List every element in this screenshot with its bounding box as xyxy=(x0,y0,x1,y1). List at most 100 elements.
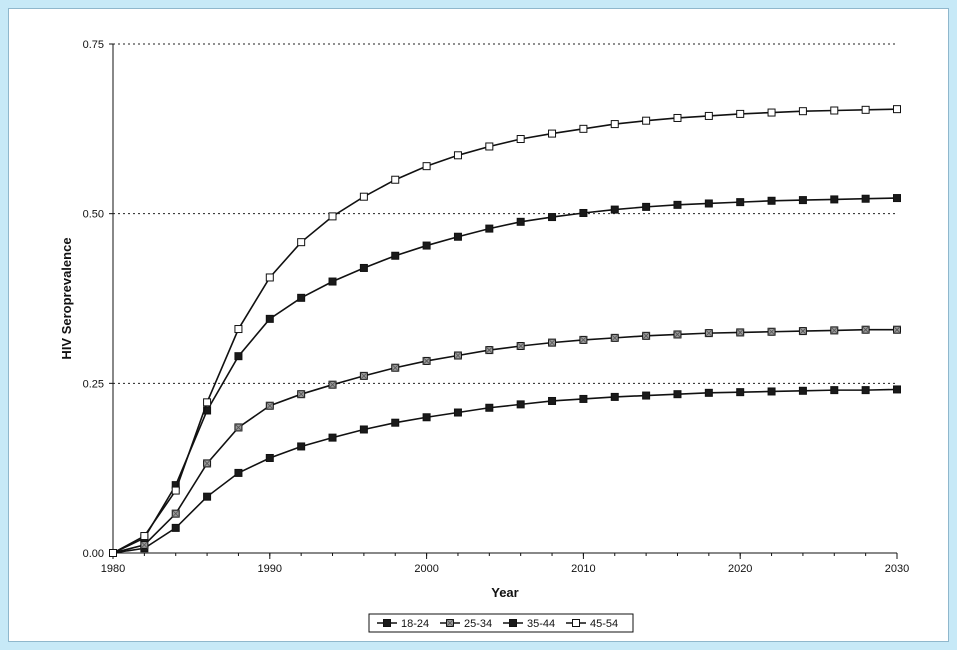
data-point-45-54 xyxy=(297,238,306,247)
series-lines xyxy=(109,105,901,557)
series-25-34 xyxy=(109,325,901,557)
data-point-45-54 xyxy=(673,113,682,122)
data-point-25-34-hatch xyxy=(548,338,556,347)
data-point-45-54 xyxy=(453,151,462,160)
data-point-18-24 xyxy=(704,388,713,397)
data-point-25-34-hatch xyxy=(673,330,682,339)
legend-label: 18-24 xyxy=(401,618,429,630)
data-point-25-34-hatch xyxy=(830,326,839,335)
data-point-25-34-hatch xyxy=(328,380,337,389)
data-point-25-34-hatch xyxy=(422,357,431,365)
y-tick-label: 0.50 xyxy=(83,209,104,221)
data-point-45-54 xyxy=(140,532,149,541)
data-point-25-34-hatch xyxy=(297,390,305,398)
series-line-45-54 xyxy=(112,108,898,554)
legend-item-35-44: 35-44 xyxy=(503,618,555,630)
data-point-35-44 xyxy=(673,200,682,209)
legend-label: 35-44 xyxy=(527,618,555,630)
data-point-25-34-hatch xyxy=(485,346,494,354)
series-18-24 xyxy=(109,385,901,557)
data-point-35-44 xyxy=(453,232,462,241)
data-point-25-34-hatch xyxy=(266,401,274,410)
data-point-18-24 xyxy=(297,442,306,451)
data-point-25-34-hatch xyxy=(736,328,744,337)
data-point-45-54 xyxy=(893,105,901,114)
data-point-25-34-hatch xyxy=(799,327,807,335)
data-point-18-24 xyxy=(579,394,588,403)
data-point-35-44 xyxy=(234,352,243,361)
data-point-18-24 xyxy=(203,492,212,501)
x-tick-label: 2000 xyxy=(414,563,438,575)
data-point-18-24 xyxy=(359,425,368,434)
data-point-18-24 xyxy=(893,385,901,394)
legend-item-45-54: 45-54 xyxy=(566,618,618,630)
series-line-35-44 xyxy=(112,197,898,554)
data-point-25-34-hatch xyxy=(767,327,776,336)
data-point-45-54 xyxy=(265,273,274,282)
data-point-45-54 xyxy=(109,549,117,557)
x-tick-label: 2030 xyxy=(885,563,909,575)
data-point-25-34-hatch xyxy=(893,325,901,334)
data-point-35-44 xyxy=(297,293,306,302)
data-point-25-34-hatch xyxy=(861,325,870,334)
data-point-35-44 xyxy=(767,196,776,205)
data-point-25-34-hatch xyxy=(516,342,525,350)
data-point-18-24 xyxy=(265,453,274,462)
data-point-18-24 xyxy=(391,418,400,427)
data-point-25-34-hatch xyxy=(642,332,650,340)
data-point-45-54 xyxy=(422,162,431,171)
data-point-35-44 xyxy=(736,198,745,207)
data-point-45-54 xyxy=(767,108,776,117)
data-point-35-44 xyxy=(861,194,870,203)
data-point-18-24 xyxy=(171,523,180,532)
data-point-25-34-hatch xyxy=(391,363,400,372)
y-tick-label: 0.25 xyxy=(83,378,104,390)
x-axis-ticks: 1980 1990 2000 2010 2020 2030 xyxy=(101,553,909,575)
data-point-45-54 xyxy=(861,105,870,114)
data-point-18-24 xyxy=(453,408,462,417)
data-point-45-54 xyxy=(516,135,525,144)
legend-item-25-34: 25-34 xyxy=(440,618,492,630)
data-point-45-54 xyxy=(736,109,745,118)
legend: 18-24 25-34 35-44 45-54 xyxy=(368,613,634,633)
legend-marker xyxy=(572,619,580,627)
data-point-45-54 xyxy=(610,120,619,129)
data-point-25-34-hatch xyxy=(140,541,149,549)
x-tick-label: 1990 xyxy=(258,563,282,575)
legend-marker-hatch xyxy=(446,619,454,627)
legend-box xyxy=(368,613,634,633)
data-point-45-54 xyxy=(830,106,839,115)
y-axis-title: HIV Seroprevalence xyxy=(59,237,74,359)
chart-frame: 0.00 0.25 0.50 0.75 1980 1990 2000 2010 2020 203… xyxy=(8,8,949,642)
x-tick-label: 1980 xyxy=(101,563,125,575)
data-point-35-44 xyxy=(422,241,431,250)
data-point-45-54 xyxy=(203,398,212,407)
data-point-25-34-hatch xyxy=(454,351,462,360)
data-point-25-34-hatch xyxy=(360,372,368,380)
data-point-45-54 xyxy=(548,129,557,138)
data-point-45-54 xyxy=(798,107,807,116)
legend-label: 25-34 xyxy=(464,618,492,630)
axes xyxy=(112,44,897,554)
data-point-25-34-hatch xyxy=(705,329,713,337)
data-point-45-54 xyxy=(234,325,243,334)
data-point-18-24 xyxy=(328,433,337,442)
x-tick-label: 2020 xyxy=(728,563,752,575)
data-point-35-44 xyxy=(610,205,619,214)
data-point-25-34-hatch xyxy=(171,509,180,518)
legend-marker xyxy=(383,619,391,627)
data-point-25-34-hatch xyxy=(579,336,588,344)
data-point-25-34-hatch xyxy=(610,334,619,342)
data-point-35-44 xyxy=(359,263,368,272)
x-axis-title: Year xyxy=(491,585,518,600)
data-point-18-24 xyxy=(830,386,839,395)
data-point-18-24 xyxy=(234,468,243,477)
data-point-18-24 xyxy=(548,396,557,405)
data-point-45-54 xyxy=(328,212,337,221)
y-tick-label: 0.00 xyxy=(83,548,104,560)
legend-label: 45-54 xyxy=(590,618,618,630)
data-point-35-44 xyxy=(579,208,588,217)
data-point-35-44 xyxy=(485,224,494,233)
line-chart: 0.00 0.25 0.50 0.75 1980 1990 2000 2010 2020 203… xyxy=(59,39,909,633)
y-tick-label: 0.75 xyxy=(83,39,104,51)
